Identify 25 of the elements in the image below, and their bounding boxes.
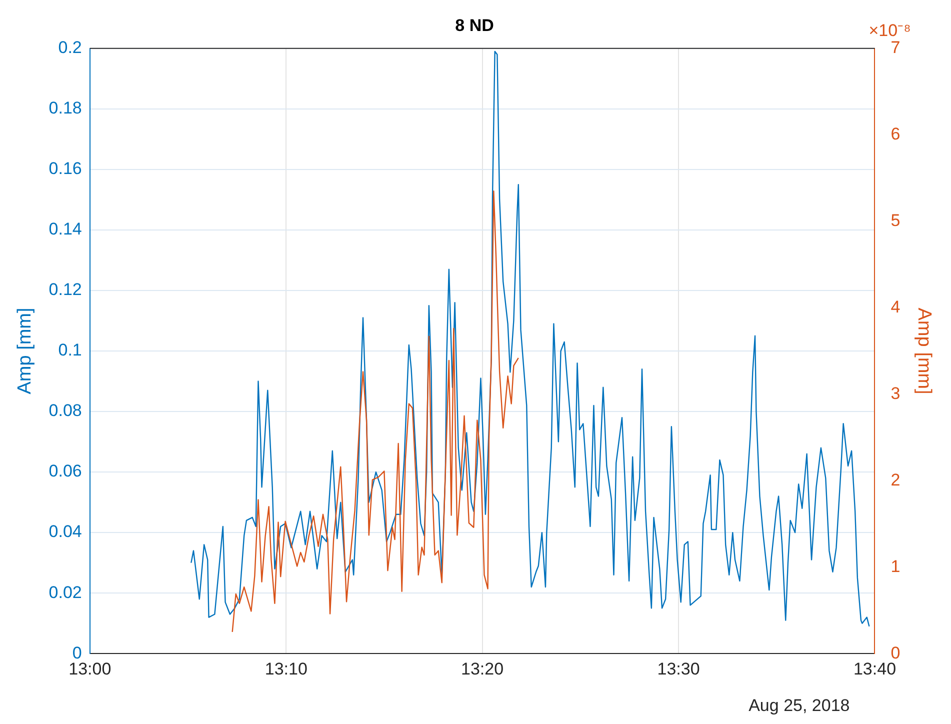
- x-tick-label: 13:20: [460, 659, 504, 678]
- y-tick-label: 0.02: [48, 582, 82, 602]
- text: Aug 25, 2018: [748, 696, 850, 716]
- y-tick-label: 0.2: [58, 38, 82, 58]
- y2-tick-label: 7: [890, 38, 900, 58]
- y-tick-label: 0.04: [48, 522, 82, 542]
- y2-axis-title: Amp [mm]: [913, 308, 934, 394]
- y-tick-label: 0.06: [48, 462, 82, 481]
- y-tick-label: 0.14: [48, 220, 82, 239]
- y-tick-label: 0.12: [48, 280, 82, 300]
- y2-tick-label: 3: [890, 384, 900, 403]
- y-axis-title: Amp [mm]: [14, 308, 36, 394]
- y-tick-label: 0.18: [48, 98, 82, 118]
- x-tick-label: 13:10: [264, 659, 308, 678]
- chart-title: 8 ND: [455, 16, 494, 35]
- y-tick-label: 0.16: [48, 159, 82, 178]
- y2-tick-label: 6: [890, 124, 900, 144]
- y2-tick-label: 1: [890, 556, 900, 576]
- y-tick-label: 0.1: [58, 340, 82, 360]
- y2-tick-label: 5: [890, 211, 900, 230]
- y2-tick-label: 2: [890, 470, 900, 490]
- y2-tick-label: 4: [890, 297, 900, 316]
- text: ×10⁻⁸: [868, 20, 911, 41]
- x-tick-label: 13:30: [657, 659, 700, 678]
- y-tick-label: 0.08: [48, 401, 82, 420]
